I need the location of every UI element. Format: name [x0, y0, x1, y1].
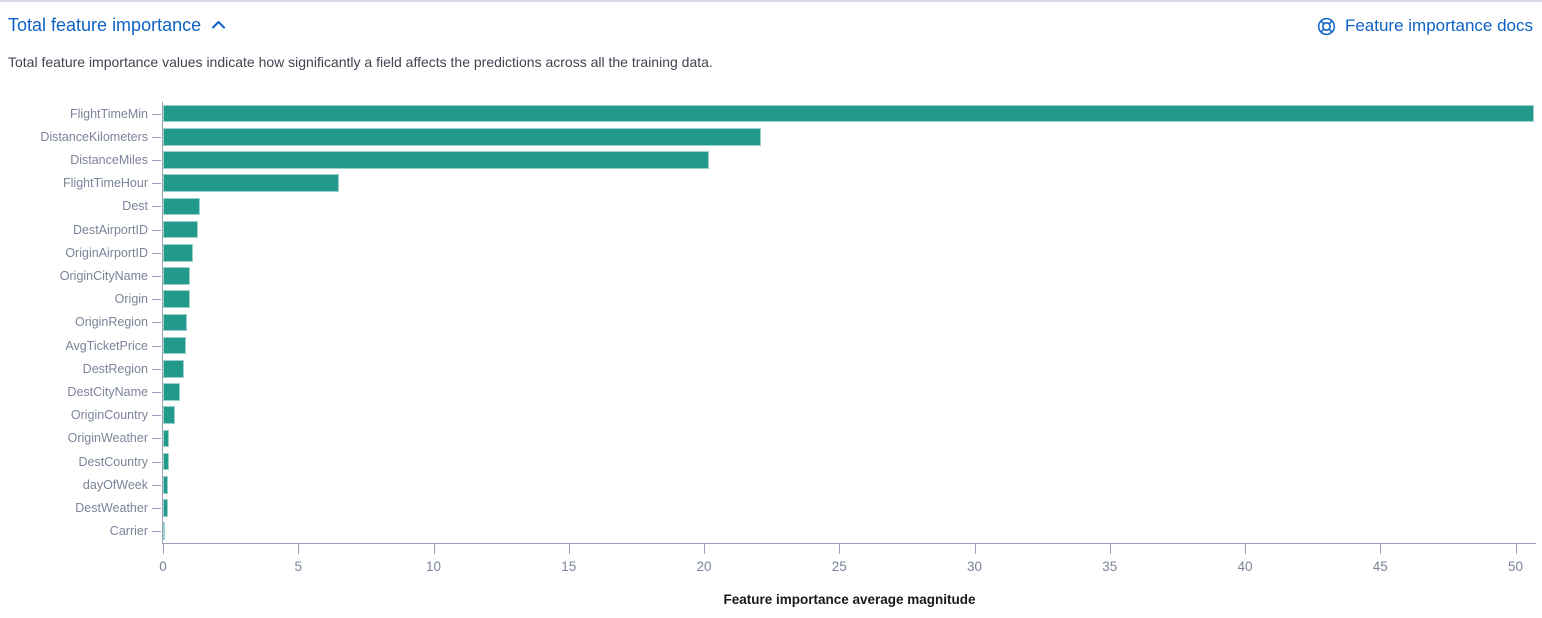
- x-tick: [1109, 543, 1111, 554]
- y-tick: [152, 136, 161, 138]
- life-ring-icon: [1317, 17, 1336, 36]
- bar[interactable]: [163, 406, 175, 424]
- bar[interactable]: [163, 499, 168, 517]
- x-tick: [1245, 543, 1246, 554]
- y-tick: [152, 345, 161, 347]
- feature-importance-docs-link[interactable]: Feature importance docs: [1317, 14, 1533, 38]
- category-label: DistanceMiles: [70, 153, 148, 167]
- y-tick: [152, 415, 161, 417]
- chevron-up-icon: [211, 20, 226, 30]
- bar[interactable]: [163, 360, 184, 378]
- y-tick: [152, 368, 161, 370]
- y-tick: [152, 183, 161, 185]
- category-label: OriginCountry: [70, 408, 148, 423]
- y-tick: [152, 322, 161, 324]
- bar[interactable]: [163, 476, 169, 494]
- y-tick: [152, 531, 161, 533]
- x-axis-title: Feature importance average magnitude: [723, 591, 976, 607]
- x-tick: [839, 543, 841, 554]
- section-title: Total feature importance: [8, 15, 202, 35]
- x-tick-label: 45: [1372, 558, 1388, 574]
- x-tick-label: 50: [1507, 558, 1524, 574]
- x-tick: [1380, 543, 1382, 554]
- category-label: DistanceKilometers: [40, 129, 148, 144]
- x-tick-label: 0: [159, 558, 167, 574]
- category-label: OriginRegion: [75, 315, 148, 330]
- category-label: FlightTimeMin: [69, 106, 148, 121]
- total-feature-importance-accordion-toggle[interactable]: Total feature importance: [8, 13, 226, 37]
- bar[interactable]: [163, 336, 186, 355]
- category-label: OriginCityName: [59, 269, 148, 283]
- category-label: DestWeather: [75, 501, 148, 515]
- category-label: DestCountry: [78, 454, 148, 469]
- bar[interactable]: [163, 197, 200, 216]
- x-tick-label: 10: [425, 558, 442, 574]
- y-tick: [152, 276, 161, 277]
- bar[interactable]: [163, 104, 1535, 123]
- x-tick: [298, 543, 300, 554]
- bar[interactable]: [163, 452, 169, 471]
- category-label: Origin: [114, 292, 148, 307]
- x-tick-label: 30: [966, 558, 983, 574]
- x-tick: [163, 543, 164, 554]
- x-tick-label: 15: [561, 558, 577, 574]
- y-tick: [152, 252, 161, 254]
- x-tick-label: 5: [294, 558, 302, 574]
- category-label: AvgTicketPrice: [65, 338, 148, 353]
- bar[interactable]: [163, 290, 190, 308]
- bar[interactable]: [163, 174, 339, 192]
- y-tick: [152, 508, 161, 509]
- category-label: Carrier: [109, 524, 148, 539]
- category-label: DestAirportID: [72, 222, 148, 237]
- bar[interactable]: [163, 220, 198, 239]
- bar[interactable]: [163, 313, 188, 332]
- bar[interactable]: [163, 128, 761, 146]
- category-label: dayOfWeek: [82, 477, 148, 492]
- section-description: Total feature importance values indicate…: [8, 54, 713, 70]
- category-label: DestCityName: [67, 385, 148, 399]
- x-tick: [568, 543, 570, 554]
- x-tick-label: 35: [1102, 558, 1118, 574]
- y-tick: [152, 438, 161, 440]
- y-tick: [152, 206, 161, 208]
- bar[interactable]: [163, 383, 181, 401]
- y-tick: [152, 392, 161, 393]
- x-tick: [704, 543, 705, 554]
- category-label: OriginAirportID: [65, 245, 148, 260]
- x-tick: [974, 543, 976, 554]
- docs-link-label: Feature importance docs: [1344, 16, 1533, 35]
- y-tick: [152, 299, 161, 301]
- category-label: OriginWeather: [67, 431, 148, 446]
- y-tick: [152, 229, 161, 231]
- x-tick: [1515, 543, 1517, 554]
- category-label: DestRegion: [82, 361, 148, 376]
- y-tick: [152, 461, 161, 463]
- bar[interactable]: [163, 244, 194, 262]
- x-axis-line: [162, 542, 1536, 544]
- bar[interactable]: [163, 522, 165, 540]
- x-tick-label: 25: [831, 558, 847, 574]
- category-label: Dest: [122, 199, 148, 214]
- bar[interactable]: [163, 267, 191, 285]
- y-axis-line: [162, 102, 163, 543]
- x-tick: [433, 543, 435, 554]
- category-label: FlightTimeHour: [63, 176, 148, 191]
- x-tick-label: 40: [1237, 558, 1253, 574]
- y-tick: [152, 113, 161, 115]
- y-tick: [152, 484, 161, 486]
- panel-top-border: [0, 0, 1542, 2]
- y-tick: [152, 160, 161, 161]
- x-tick-label: 20: [696, 558, 712, 574]
- bar[interactable]: [163, 151, 710, 169]
- bar[interactable]: [163, 429, 169, 448]
